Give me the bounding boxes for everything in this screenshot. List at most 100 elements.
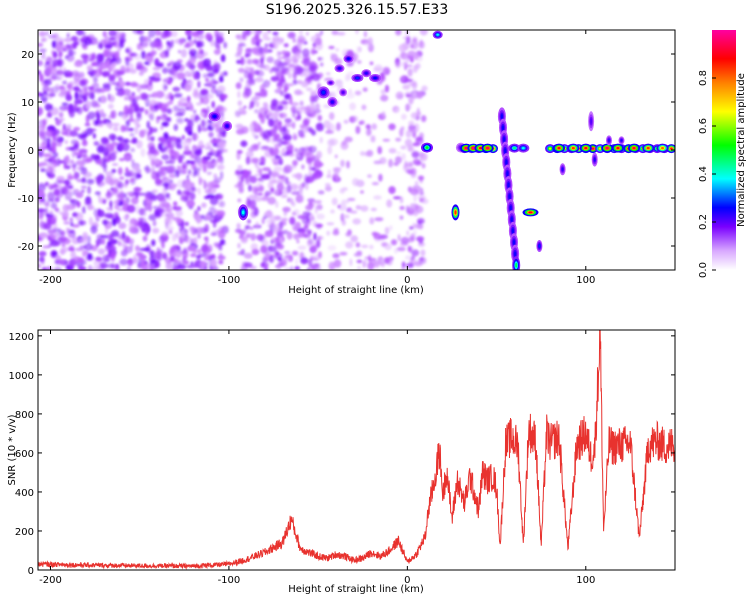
y-tick-label: 1200 [9,332,34,343]
spectrogram-cell [111,168,117,173]
spectrogram-cell [155,30,161,37]
spectrogram-cell [38,256,45,263]
spectrogram-cell [176,138,181,143]
spectrogram-cell [306,105,311,111]
spectrogram-cell [260,245,268,254]
spectrogram-cell [196,254,201,260]
spectrogram-cell [142,128,149,134]
spectrogram-cell [268,118,275,127]
spectrogram-cell [60,105,65,110]
spectrogram-cell [400,145,407,150]
spectrogram-cell [315,37,322,46]
spectrogram-cell [143,212,147,217]
spectrogram-cell [120,141,126,149]
spectrogram-cell [206,105,210,114]
spectrogram-cell [395,61,401,69]
spectrogram-cell [192,132,197,142]
spectrogram-cell [219,239,226,246]
spectrogram-cell [93,208,97,217]
spectrogram-cell [417,195,426,200]
spectrogram-cell [262,234,268,239]
spectrogram-cell [283,122,293,128]
x-tick-label: -200 [39,275,62,286]
spectrogram-cell [220,171,224,180]
spectrogram-cell [139,45,144,51]
spectrogram-cell [356,250,363,255]
spectrogram-cell [88,92,95,100]
spectrogram-cell [190,253,197,258]
spectrogram-cell [117,70,126,74]
spectrogram-cell [194,155,202,164]
spectrogram-cell [324,185,332,192]
spectrogram-cell [338,203,347,211]
spectrogram-cell [289,32,295,37]
spectrogram-cell [153,128,157,133]
spectrogram-cell [57,119,63,124]
snr-frame [37,329,676,571]
spectrogram-cell [187,34,192,41]
spectrogram-cell [63,37,73,43]
spectrogram-cell [245,178,251,186]
spectrogram-cell [365,124,371,130]
spectrogram-cell [43,83,50,92]
spectrogram-cell [262,167,271,172]
spectrogram-cell [280,70,286,75]
spectrogram-cell [129,132,135,137]
spectrogram-cell [47,110,51,117]
spectrogram-cell [264,212,269,217]
spectrogram-cell [88,264,93,270]
spectrogram-cell [254,109,260,114]
spectrogram-cell [148,30,156,38]
spectrogram-cell [184,229,189,234]
spectrogram-cell [306,157,313,165]
spectrogram-cell [193,116,201,121]
spectrogram-feature [608,139,610,142]
spectrogram-cell [110,263,115,270]
spectrogram-cell [404,255,412,261]
spectrogram-cell [245,48,254,52]
spectrogram-cell [199,97,204,104]
spectrogram-cell [56,175,65,182]
spectrogram-cell [255,221,260,229]
spectrogram-cell [77,133,84,139]
spectrogram-cell [90,100,99,108]
spectrogram-cell [369,217,375,225]
spectrogram-cell [144,99,149,104]
spectrogram-cell [119,176,125,181]
spectrogram-cell [384,226,390,235]
spectrogram-cell [243,69,250,79]
spectrogram-cell [206,244,213,253]
spectrogram-cell [158,31,167,36]
spectrogram-cell [272,225,279,235]
spectrogram-cell [407,245,412,253]
spectrogram-cell [87,235,91,245]
spectrogram-cell [201,96,210,105]
spectrogram-cell [124,81,131,86]
spectrogram-cell [275,201,279,208]
spectrogram-cell [70,159,74,164]
spectrogram-cell [68,80,76,85]
spectrogram-cell [136,43,141,50]
spectrogram-cell [84,200,93,206]
spectrogram-cell [380,89,386,95]
spectrogram-cell [148,78,153,86]
spectrogram-feature [616,147,620,150]
spectrogram-feature [425,146,429,149]
spectrogram-cell [148,126,153,135]
spectrogram-cell [194,149,201,156]
spectrogram-cell [91,62,97,67]
spectrogram-cell [324,183,331,187]
spectrogram-cell [66,32,70,39]
colorbar-tick-label: 0.6 [698,118,709,134]
spectrogram-cell [130,81,139,88]
snr-series-line [38,330,675,570]
spectrogram-cell [41,51,46,60]
spectrogram-cell [234,53,242,58]
spectrogram-cell [365,128,372,137]
spectrogram-cell [151,263,155,268]
spectrogram-cell [183,80,188,84]
spectrogram-cell [222,71,228,77]
spectrogram-cell [373,261,380,268]
spectrogram-cell [185,30,192,36]
spectrogram-cell [244,53,251,58]
